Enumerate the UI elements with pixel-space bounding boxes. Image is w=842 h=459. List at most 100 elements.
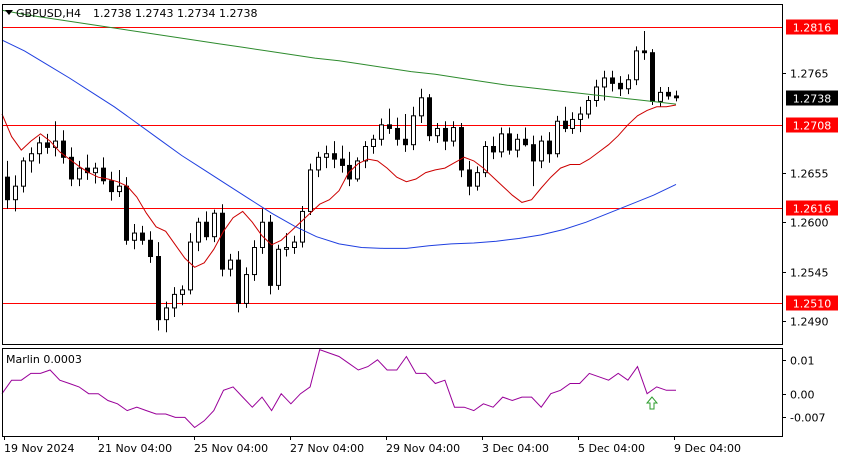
level-price-label-3: 1.2616 bbox=[793, 203, 832, 216]
candle-body bbox=[300, 210, 305, 243]
x-tick-label-2: 21 Nov 04:00 bbox=[98, 442, 172, 455]
candle-body bbox=[5, 176, 10, 201]
candle-body bbox=[236, 259, 241, 304]
oscillator-label: Marlin 0.0003 bbox=[6, 353, 82, 366]
x-tick-label-3: 25 Nov 04:00 bbox=[194, 442, 268, 455]
level-price-label-4: 1.2510 bbox=[793, 298, 832, 311]
candle-body bbox=[45, 142, 50, 148]
candle-body bbox=[13, 185, 18, 201]
candle-body bbox=[220, 212, 225, 270]
candle-body bbox=[324, 153, 329, 158]
candle-body bbox=[602, 77, 607, 88]
candle-body bbox=[316, 156, 321, 171]
candle-body bbox=[308, 169, 313, 212]
candle-body bbox=[387, 124, 392, 129]
candle-body bbox=[164, 307, 169, 321]
candle-body bbox=[284, 247, 289, 250]
candle-body bbox=[666, 91, 671, 97]
candle-body bbox=[515, 138, 520, 151]
oscillator-plot-frame bbox=[2, 348, 783, 437]
current-price-tag bbox=[786, 90, 838, 106]
candle-body bbox=[379, 124, 384, 140]
candle-body bbox=[586, 99, 591, 115]
oscillator-line bbox=[1, 349, 676, 429]
candle-body bbox=[411, 115, 416, 146]
candle-body bbox=[570, 118, 575, 129]
osc-tick-label-2: 0.00 bbox=[790, 389, 815, 402]
candle-body bbox=[435, 127, 440, 137]
candle-body bbox=[371, 138, 376, 147]
y-tick-label-1: 1.2490 bbox=[790, 316, 829, 329]
candle-body bbox=[252, 247, 257, 276]
candle-body bbox=[459, 127, 464, 171]
candle-body bbox=[634, 50, 639, 81]
candle-body bbox=[531, 144, 536, 162]
candle-body bbox=[69, 156, 74, 180]
current-price-label: 1.2738 bbox=[793, 93, 832, 106]
osc-tick-label-3: -0.007 bbox=[790, 412, 825, 425]
candle-body bbox=[93, 167, 98, 174]
candle-body bbox=[395, 127, 400, 140]
candle-body bbox=[332, 153, 337, 160]
x-tick-label-1: 19 Nov 2024 bbox=[4, 442, 74, 455]
x-tick-label-5: 29 Nov 04:00 bbox=[386, 442, 460, 455]
candle-body bbox=[658, 91, 663, 102]
x-tick-label-6: 3 Dec 04:00 bbox=[482, 442, 549, 455]
candle-body bbox=[483, 145, 488, 174]
x-tick-label-8: 9 Dec 04:00 bbox=[674, 442, 741, 455]
axis-layer: 1.2816 1.2708 1.2616 1.2510 1.2490 1.2545 1.26… bbox=[2, 4, 838, 455]
candle-body bbox=[61, 140, 66, 158]
candle-body bbox=[21, 160, 26, 187]
candle-body bbox=[124, 185, 129, 241]
x-tick-label-7: 5 Dec 04:00 bbox=[578, 442, 645, 455]
osc-tick-label-1: 0.01 bbox=[790, 355, 815, 368]
candle-body bbox=[109, 180, 114, 193]
y-tick-label-4: 1.2655 bbox=[790, 168, 829, 181]
candle-body bbox=[618, 82, 623, 90]
y-tick-label-5: 1.2765 bbox=[790, 68, 829, 81]
slow-ma-line bbox=[1, 39, 677, 249]
candle-body bbox=[140, 232, 145, 241]
candle-body bbox=[77, 167, 82, 180]
candle-body bbox=[594, 86, 599, 101]
level-price-tag-4 bbox=[786, 295, 838, 311]
symbol-header: GBPUSD,H4 bbox=[16, 7, 81, 20]
candle-body bbox=[467, 169, 472, 187]
candle-body bbox=[244, 274, 249, 304]
level-price-tag-1 bbox=[786, 19, 838, 35]
candle-body bbox=[507, 133, 512, 151]
x-tick-label-4: 27 Nov 04:00 bbox=[290, 442, 364, 455]
candle-body bbox=[148, 239, 153, 258]
candle-body bbox=[523, 138, 528, 146]
candle-body bbox=[260, 221, 265, 249]
y-tick-label-3: 1.2600 bbox=[790, 217, 829, 230]
candle-body bbox=[212, 212, 217, 238]
candle-body bbox=[132, 232, 137, 241]
candle-body bbox=[29, 153, 34, 162]
level-price-label-1: 1.2816 bbox=[793, 22, 832, 35]
candle-body bbox=[268, 221, 273, 286]
candle-body bbox=[475, 172, 480, 187]
candle-body bbox=[101, 167, 106, 182]
dropdown-triangle-icon bbox=[5, 10, 13, 15]
candle-body bbox=[499, 133, 504, 153]
candle-body bbox=[276, 248, 281, 286]
candle-body bbox=[610, 77, 615, 84]
candle-body bbox=[491, 145, 496, 153]
main-plot-frame bbox=[2, 4, 783, 345]
ohlc-header: 1.2738 1.2743 1.2734 1.2738 bbox=[93, 7, 257, 20]
fast-ma-line bbox=[1, 104, 677, 268]
candle-body bbox=[626, 79, 631, 90]
up-arrow-icon bbox=[645, 396, 659, 410]
candle-body bbox=[196, 221, 201, 243]
candle-body bbox=[117, 185, 122, 193]
candle-body bbox=[443, 127, 448, 142]
candle-body bbox=[188, 241, 193, 291]
candle-body bbox=[578, 113, 583, 120]
candle-body bbox=[451, 127, 456, 142]
main-price-layer bbox=[1, 9, 782, 333]
medium-ma-line bbox=[1, 9, 677, 105]
level-price-tag-2 bbox=[786, 117, 838, 133]
oscillator-layer bbox=[1, 349, 676, 429]
